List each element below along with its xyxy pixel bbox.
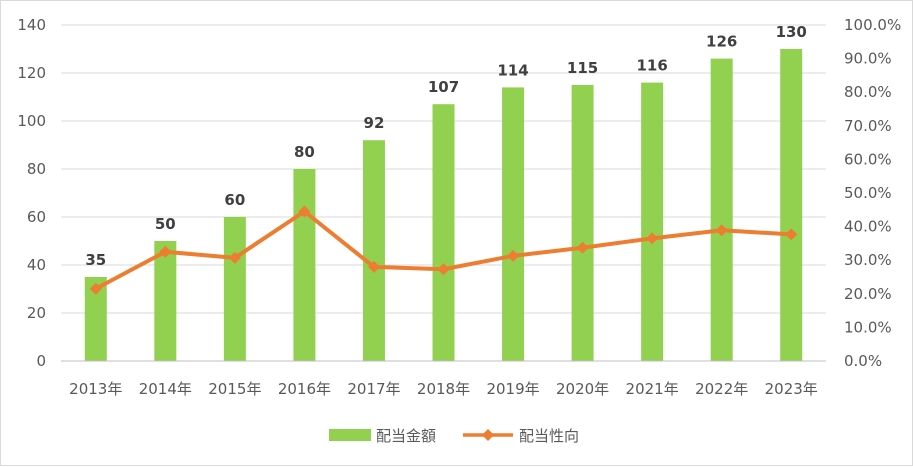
payout-point [298, 205, 311, 218]
right-tick-label: 80.0% [844, 83, 892, 101]
bar [154, 241, 177, 361]
x-tick-label: 2016年 [278, 380, 331, 398]
payout-point [507, 249, 520, 262]
legend-label-bar: 配当金額 [376, 427, 436, 445]
legend-marker-line [482, 429, 494, 441]
left-tick-label: 60 [27, 208, 46, 226]
bar [710, 58, 733, 361]
bar-data-label: 35 [85, 251, 106, 269]
left-tick-label: 140 [17, 16, 46, 34]
payout-point [89, 282, 102, 295]
bar [641, 82, 664, 361]
payout-point [785, 228, 798, 241]
payout-point [715, 224, 728, 237]
x-tick-label: 2020年 [556, 380, 609, 398]
legend-swatch-bar [329, 429, 371, 441]
data-labels: 35 50 60 80 92 107 114 115 116 126 130 [85, 23, 807, 269]
right-tick-label: 0.0% [844, 352, 882, 370]
x-tick-label: 2022年 [695, 380, 748, 398]
bar-data-label: 115 [567, 59, 598, 77]
payout-point [576, 241, 589, 254]
x-tick-label: 2015年 [208, 380, 261, 398]
left-tick-label: 120 [17, 64, 46, 82]
bar-data-label: 50 [155, 215, 176, 233]
right-tick-label: 30.0% [844, 251, 892, 269]
x-axis: 2013年 2014年 2015年 2016年 2017年 2018年 2019年 2020年… [61, 360, 826, 398]
left-tick-label: 0 [36, 352, 46, 370]
left-axis: 0 20 40 60 80 100 120 140 [17, 16, 46, 370]
payout-line [89, 205, 798, 295]
right-tick-label: 20.0% [844, 285, 892, 303]
bar [432, 104, 455, 361]
x-tick-label: 2017年 [347, 380, 400, 398]
bar-data-label: 114 [497, 61, 528, 79]
bar [780, 49, 803, 361]
left-tick-label: 80 [27, 160, 46, 178]
right-tick-label: 90.0% [844, 50, 892, 68]
bar [293, 169, 316, 361]
right-tick-label: 100.0% [844, 16, 901, 34]
payout-point [437, 263, 450, 276]
bar-data-label: 80 [294, 143, 315, 161]
legend-label-line: 配当性向 [519, 427, 579, 445]
right-tick-label: 50.0% [844, 184, 892, 202]
x-tick-label: 2018年 [417, 380, 470, 398]
left-tick-label: 100 [17, 112, 46, 130]
bar [502, 87, 525, 362]
right-tick-label: 60.0% [844, 150, 892, 168]
payout-point [159, 245, 172, 258]
bar [223, 217, 246, 361]
payout-point [367, 260, 380, 273]
x-tick-label: 2014年 [139, 380, 192, 398]
bar-data-label: 130 [776, 23, 807, 41]
left-tick-label: 20 [27, 304, 46, 322]
right-tick-label: 40.0% [844, 218, 892, 236]
right-axis: 0.0% 10.0% 20.0% 30.0% 40.0% 50.0% 60.0% 70.0% 8… [844, 16, 901, 370]
x-tick-label: 2023年 [765, 380, 818, 398]
bar-data-label: 92 [364, 114, 385, 132]
x-tick-label: 2019年 [486, 380, 539, 398]
bar [362, 140, 385, 361]
x-tick-label: 2021年 [626, 380, 679, 398]
x-tick-label: 2013年 [69, 380, 122, 398]
left-tick-label: 40 [27, 256, 46, 274]
bar-data-label: 126 [706, 33, 737, 51]
bar [571, 85, 594, 361]
bar-data-label: 116 [636, 57, 667, 75]
right-tick-label: 70.0% [844, 117, 892, 135]
bar [84, 277, 107, 361]
bar-data-label: 60 [224, 191, 245, 209]
payout-point [228, 251, 241, 264]
legend: 配当金額 配当性向 [329, 427, 579, 445]
bar-data-label: 107 [428, 78, 459, 96]
right-tick-label: 10.0% [844, 318, 892, 336]
payout-point [646, 232, 659, 245]
